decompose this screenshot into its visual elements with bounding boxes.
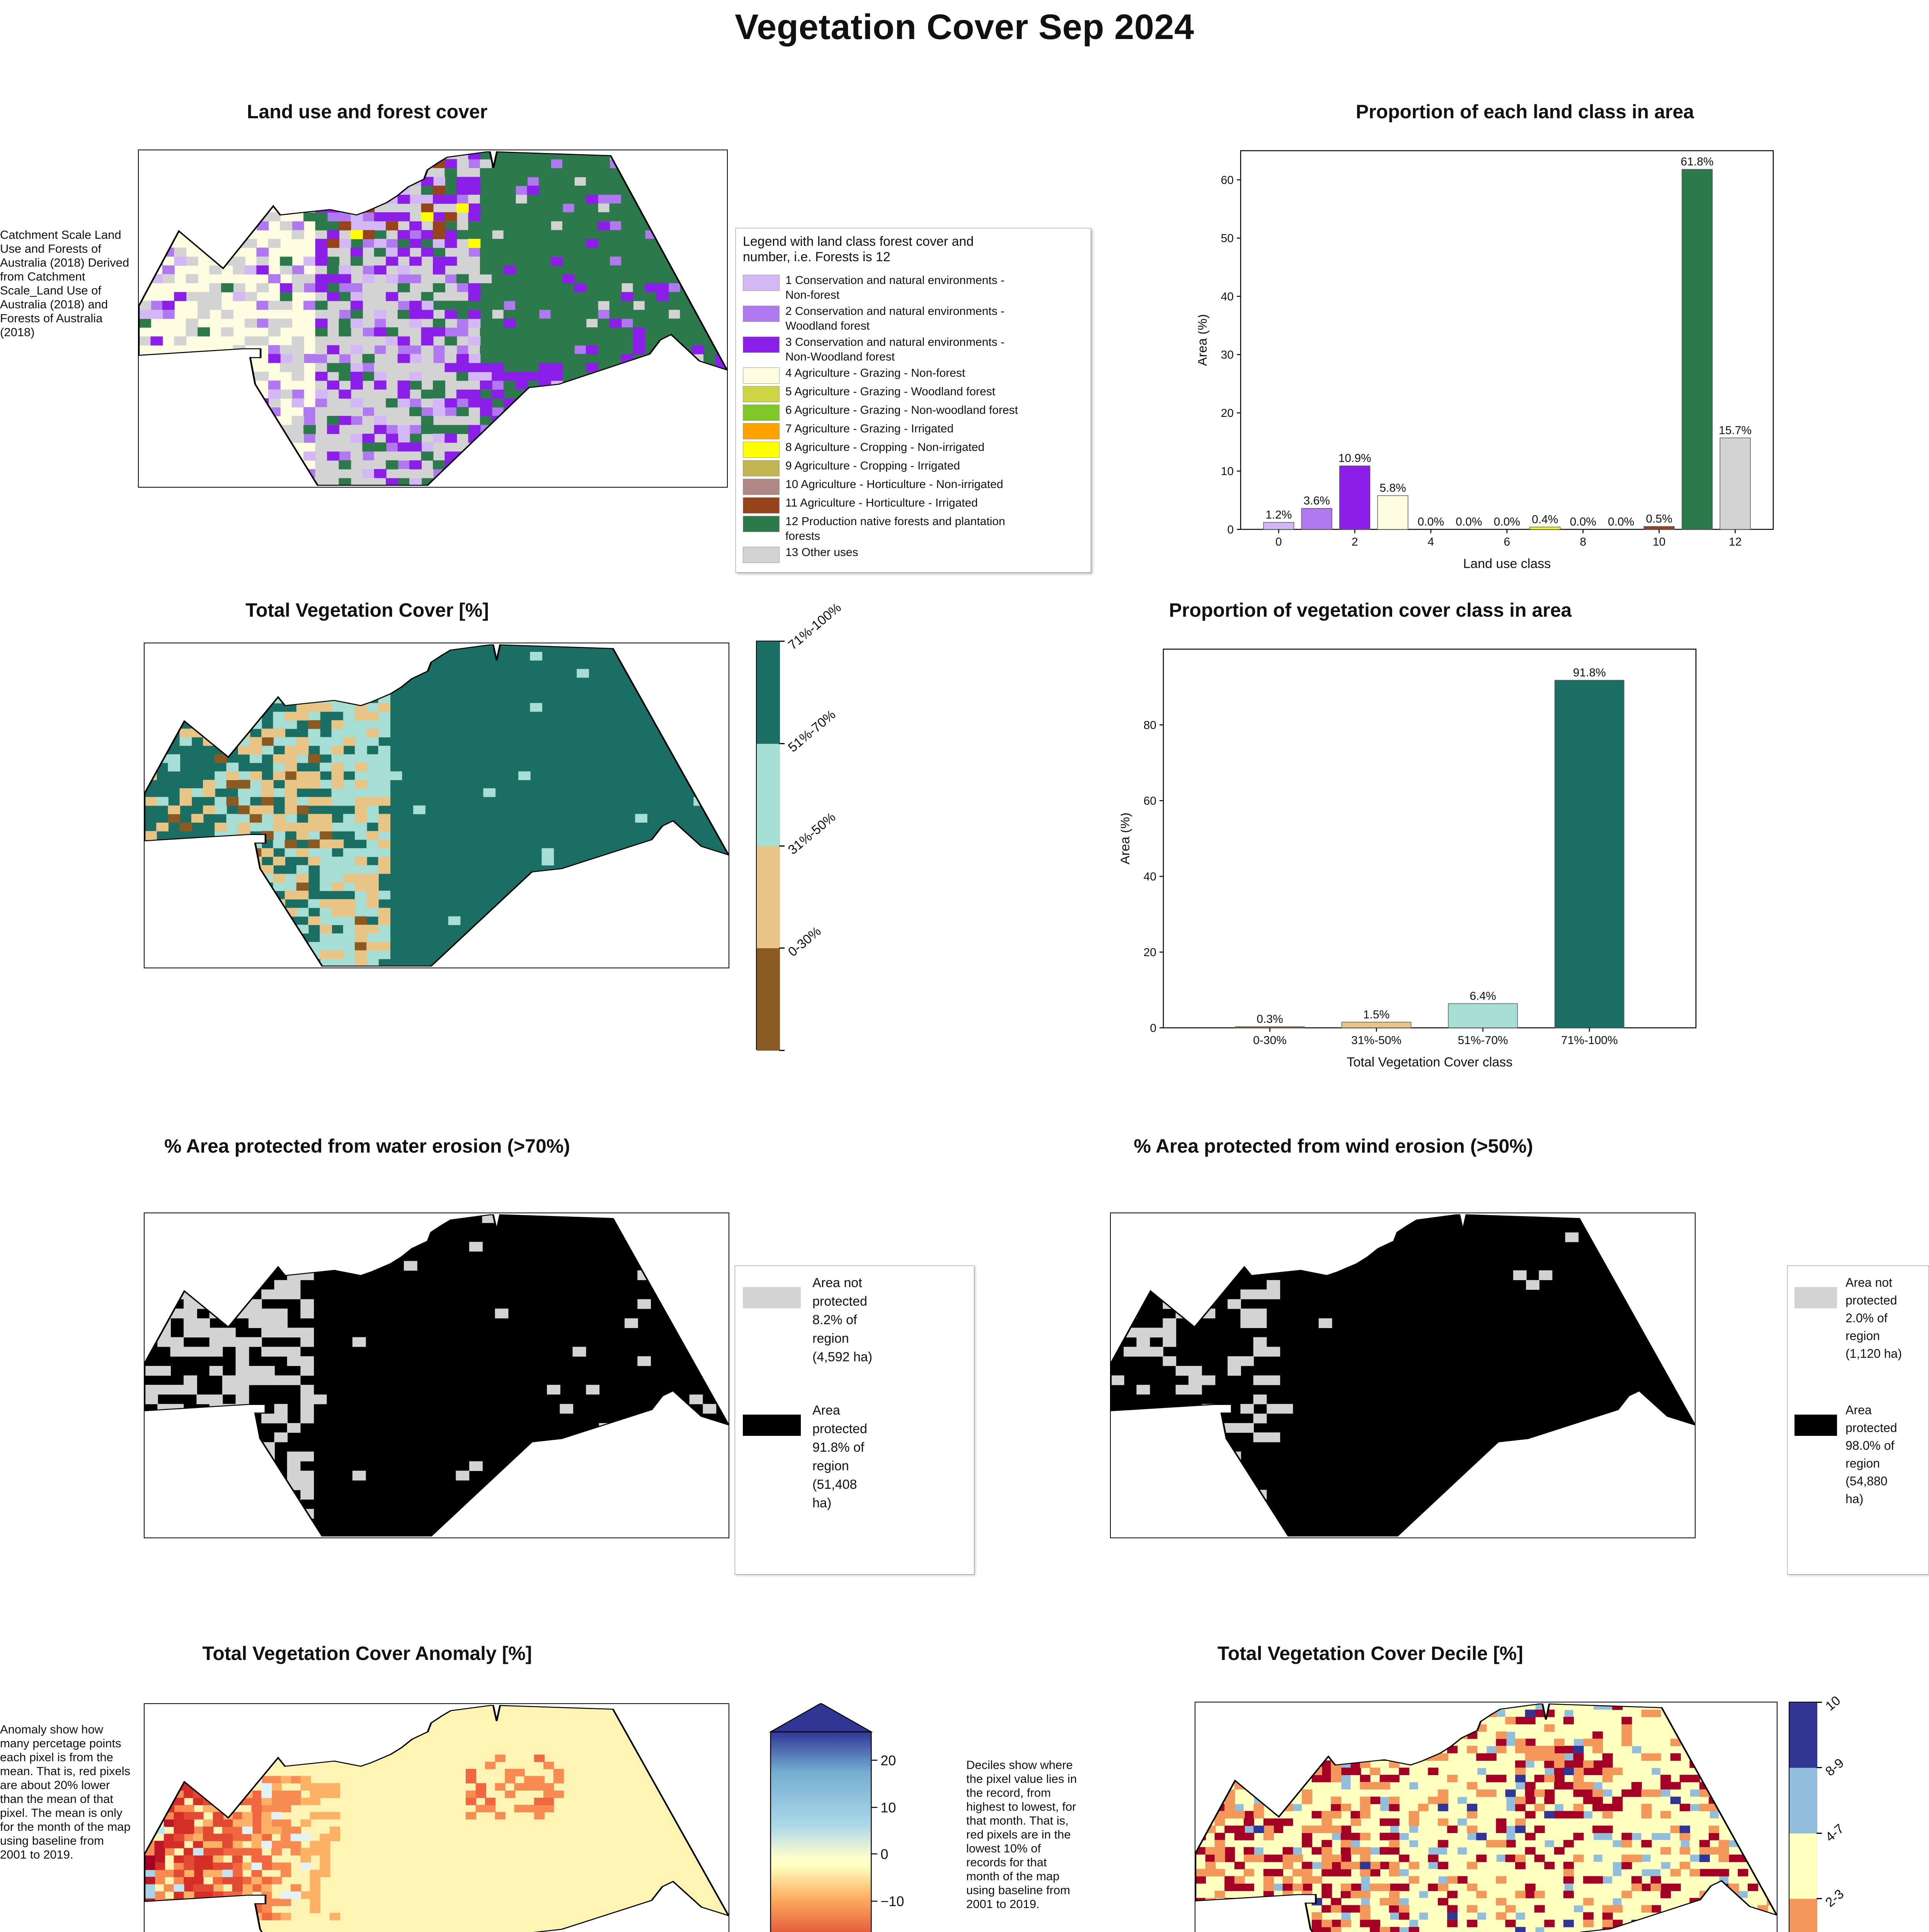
svg-text:0: 0: [1275, 536, 1282, 548]
svg-text:0.3%: 0.3%: [1256, 1013, 1283, 1026]
svg-text:0-30%: 0-30%: [1253, 1034, 1287, 1047]
svg-text:31%-50%: 31%-50%: [1351, 1034, 1401, 1047]
svg-text:20: 20: [880, 1752, 896, 1768]
svg-text:0.0%: 0.0%: [1456, 515, 1482, 528]
svg-text:10.9%: 10.9%: [1338, 452, 1371, 465]
svg-text:Land use class: Land use class: [1463, 556, 1551, 571]
svg-text:Total Vegetation Cover class: Total Vegetation Cover class: [1347, 1055, 1512, 1070]
svg-text:0.0%: 0.0%: [1494, 515, 1520, 528]
svg-text:15.7%: 15.7%: [1719, 424, 1752, 437]
svg-text:10: 10: [1221, 465, 1234, 478]
svg-text:0.0%: 0.0%: [1608, 515, 1634, 528]
svg-text:20: 20: [1144, 946, 1156, 959]
svg-text:0.0%: 0.0%: [1418, 515, 1444, 528]
svg-text:Area (%): Area (%): [1198, 314, 1210, 366]
svg-text:0.4%: 0.4%: [1532, 513, 1558, 526]
svg-text:6: 6: [1504, 536, 1510, 548]
svg-text:Area (%): Area (%): [1121, 813, 1132, 864]
svg-text:0: 0: [1150, 1022, 1156, 1035]
svg-text:60: 60: [1144, 795, 1156, 808]
svg-text:51%-70%: 51%-70%: [1458, 1034, 1508, 1047]
svg-text:30: 30: [1221, 349, 1234, 361]
svg-text:5.8%: 5.8%: [1380, 482, 1406, 495]
svg-text:60: 60: [1221, 174, 1234, 187]
svg-text:61.8%: 61.8%: [1681, 155, 1714, 168]
svg-text:0: 0: [880, 1846, 888, 1862]
svg-text:50: 50: [1221, 232, 1234, 245]
svg-text:0.0%: 0.0%: [1570, 515, 1596, 528]
svg-text:80: 80: [1144, 719, 1156, 732]
svg-text:−10: −10: [880, 1893, 904, 1909]
svg-text:20: 20: [1221, 407, 1234, 420]
svg-text:3.6%: 3.6%: [1304, 495, 1330, 507]
svg-text:40: 40: [1221, 290, 1234, 303]
svg-text:40: 40: [1144, 871, 1156, 883]
svg-text:12: 12: [1729, 536, 1742, 548]
svg-text:4: 4: [1428, 536, 1434, 548]
svg-text:0: 0: [1227, 524, 1234, 536]
svg-text:91.8%: 91.8%: [1573, 666, 1606, 679]
svg-text:8: 8: [1580, 536, 1587, 548]
svg-text:10: 10: [1653, 536, 1665, 548]
svg-text:0.5%: 0.5%: [1646, 513, 1672, 526]
svg-text:6.4%: 6.4%: [1470, 990, 1496, 1002]
svg-text:2: 2: [1352, 536, 1358, 548]
svg-text:1.5%: 1.5%: [1363, 1008, 1389, 1021]
svg-text:71%-100%: 71%-100%: [1561, 1034, 1618, 1047]
svg-text:1.2%: 1.2%: [1265, 509, 1292, 521]
svg-text:10: 10: [880, 1800, 896, 1816]
